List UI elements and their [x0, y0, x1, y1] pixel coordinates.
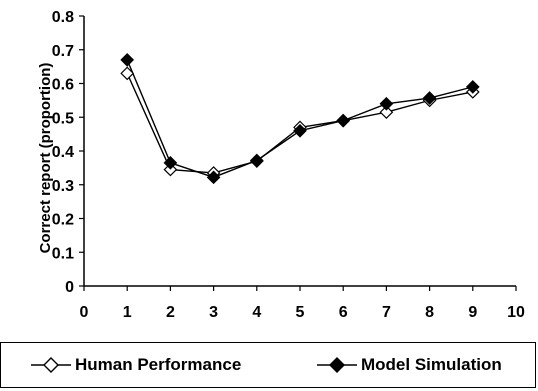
- y-tick-label: 0.2: [52, 212, 74, 229]
- x-tick-label: 2: [166, 304, 175, 321]
- x-tick-label: 6: [339, 304, 348, 321]
- x-tick-labels: 0 1 2 3 4 5 6 7 8 9 10: [80, 304, 525, 321]
- y-tick-label: 0.7: [52, 43, 74, 60]
- axes: [79, 15, 517, 291]
- x-tick-label: 5: [296, 304, 305, 321]
- data-point-1: [249, 153, 264, 168]
- data-point-1: [379, 96, 394, 111]
- x-tick-label: 9: [468, 304, 477, 321]
- open-diamond-line-icon: [31, 357, 71, 373]
- data-point-1: [163, 155, 178, 170]
- x-tick-label: 1: [123, 304, 132, 321]
- filled-diamond-line-icon: [317, 357, 357, 373]
- y-axis-title: Correct report (proportion): [37, 63, 54, 254]
- legend-item-human: Human Performance: [31, 343, 241, 387]
- y-tick-label: 0: [65, 279, 74, 296]
- series-group: [120, 53, 480, 185]
- y-tick-labels: 0 0.1 0.2 0.3 0.4 0.5 0.6 0.7 0.8: [52, 9, 74, 296]
- data-point-1: [422, 91, 437, 105]
- x-tick-label: 10: [507, 304, 525, 321]
- data-point-0: [379, 105, 394, 120]
- y-tick-label: 0.1: [52, 245, 74, 262]
- x-tick-label: 8: [425, 304, 434, 321]
- data-point-1: [293, 123, 307, 138]
- data-point-1: [465, 80, 480, 94]
- legend-item-model: Model Simulation: [317, 343, 502, 387]
- x-tick-label: 4: [252, 304, 261, 321]
- line-chart: Correct report (proportion) 0 0.1 0.2 0.3 0.…: [37, 9, 525, 321]
- data-point-1: [336, 113, 351, 128]
- series-line-1: [126, 59, 473, 179]
- y-tick-label: 0.8: [52, 9, 74, 26]
- legend-label-human: Human Performance: [75, 355, 242, 374]
- x-tick-label: 0: [80, 304, 89, 321]
- y-tick-label: 0.4: [52, 144, 74, 161]
- data-point-1: [120, 53, 135, 67]
- y-tick-label: 0.3: [52, 178, 74, 195]
- data-point-0: [120, 66, 135, 81]
- y-tick-label: 0.6: [52, 77, 74, 94]
- y-tick-label: 0.5: [52, 110, 74, 127]
- data-point-1: [206, 170, 221, 185]
- x-tick-label: 7: [382, 304, 391, 321]
- legend: Human Performance Model Simulation: [0, 342, 536, 388]
- legend-label-model: Model Simulation: [361, 355, 502, 374]
- x-tick-label: 3: [209, 304, 218, 321]
